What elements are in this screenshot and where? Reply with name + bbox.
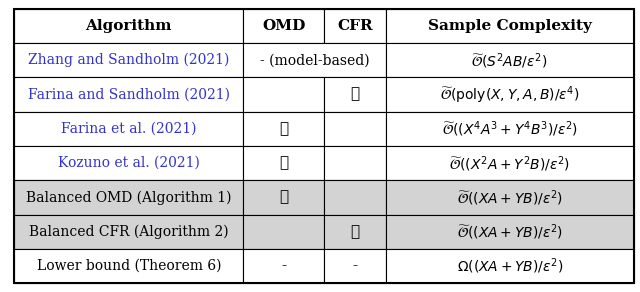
FancyBboxPatch shape: [386, 112, 634, 146]
FancyBboxPatch shape: [324, 180, 386, 215]
FancyBboxPatch shape: [243, 9, 324, 43]
Text: $\widetilde{\mathcal{O}}(\mathrm{poly}\left(X,Y,A,B\right)/\varepsilon^4)$: $\widetilde{\mathcal{O}}(\mathrm{poly}\l…: [440, 84, 580, 105]
Text: Farina and Sandholm (2021): Farina and Sandholm (2021): [28, 88, 230, 102]
Text: Balanced CFR (Algorithm 2): Balanced CFR (Algorithm 2): [29, 225, 228, 239]
FancyBboxPatch shape: [14, 77, 243, 112]
FancyBboxPatch shape: [324, 77, 386, 112]
Text: ✓: ✓: [279, 122, 288, 136]
Text: $\widetilde{\mathcal{O}}\left(S^2AB/\varepsilon^2\right)$: $\widetilde{\mathcal{O}}\left(S^2AB/\var…: [472, 51, 548, 70]
FancyBboxPatch shape: [14, 112, 243, 146]
FancyBboxPatch shape: [243, 180, 324, 215]
FancyBboxPatch shape: [386, 180, 634, 215]
FancyBboxPatch shape: [14, 43, 243, 77]
FancyBboxPatch shape: [324, 249, 386, 283]
Text: Farina et al. (2021): Farina et al. (2021): [61, 122, 196, 136]
FancyBboxPatch shape: [386, 146, 634, 180]
Text: OMD: OMD: [262, 19, 305, 33]
Text: $\widetilde{\mathcal{O}}\left(\left(X^4A^3+Y^4B^3\right)/\varepsilon^2\right)$: $\widetilde{\mathcal{O}}\left(\left(X^4A…: [442, 119, 578, 138]
Text: Lower bound (Theorem 6): Lower bound (Theorem 6): [36, 259, 221, 273]
FancyBboxPatch shape: [324, 9, 386, 43]
FancyBboxPatch shape: [243, 146, 324, 180]
Text: ✓: ✓: [279, 156, 288, 170]
FancyBboxPatch shape: [243, 112, 324, 146]
Text: ✓: ✓: [350, 88, 360, 102]
Text: Balanced OMD (Algorithm 1): Balanced OMD (Algorithm 1): [26, 190, 232, 205]
Text: - (model-based): - (model-based): [260, 53, 369, 67]
FancyBboxPatch shape: [324, 146, 386, 180]
Text: $\widetilde{\mathcal{O}}\left(\left(XA+YB\right)/\varepsilon^2\right)$: $\widetilde{\mathcal{O}}\left(\left(XA+Y…: [457, 222, 563, 241]
Text: -: -: [281, 259, 286, 273]
Text: -: -: [353, 259, 358, 273]
FancyBboxPatch shape: [243, 43, 386, 77]
FancyBboxPatch shape: [243, 249, 324, 283]
Text: CFR: CFR: [337, 19, 372, 33]
FancyBboxPatch shape: [243, 77, 324, 112]
Text: $\Omega\left(\left(XA+YB\right)/\varepsilon^2\right)$: $\Omega\left(\left(XA+YB\right)/\varepsi…: [456, 256, 563, 276]
FancyBboxPatch shape: [386, 215, 634, 249]
FancyBboxPatch shape: [386, 77, 634, 112]
Text: Zhang and Sandholm (2021): Zhang and Sandholm (2021): [28, 53, 230, 67]
FancyBboxPatch shape: [14, 249, 243, 283]
FancyBboxPatch shape: [243, 215, 324, 249]
Text: ✓: ✓: [279, 190, 288, 204]
FancyBboxPatch shape: [386, 9, 634, 43]
FancyBboxPatch shape: [14, 180, 243, 215]
FancyBboxPatch shape: [386, 43, 634, 77]
FancyBboxPatch shape: [324, 215, 386, 249]
Text: $\widetilde{\mathcal{O}}\left(\left(XA+YB\right)/\varepsilon^2\right)$: $\widetilde{\mathcal{O}}\left(\left(XA+Y…: [457, 188, 563, 207]
FancyBboxPatch shape: [324, 112, 386, 146]
Text: Algorithm: Algorithm: [86, 19, 172, 33]
FancyBboxPatch shape: [14, 215, 243, 249]
Text: Kozuno et al. (2021): Kozuno et al. (2021): [58, 156, 200, 170]
Text: $\widetilde{\mathcal{O}}\left(\left(X^2A+Y^2B\right)/\varepsilon^2\right)$: $\widetilde{\mathcal{O}}\left(\left(X^2A…: [449, 154, 570, 173]
FancyBboxPatch shape: [14, 146, 243, 180]
Text: Sample Complexity: Sample Complexity: [428, 19, 592, 33]
FancyBboxPatch shape: [14, 9, 243, 43]
Text: ✓: ✓: [350, 225, 360, 239]
FancyBboxPatch shape: [386, 249, 634, 283]
